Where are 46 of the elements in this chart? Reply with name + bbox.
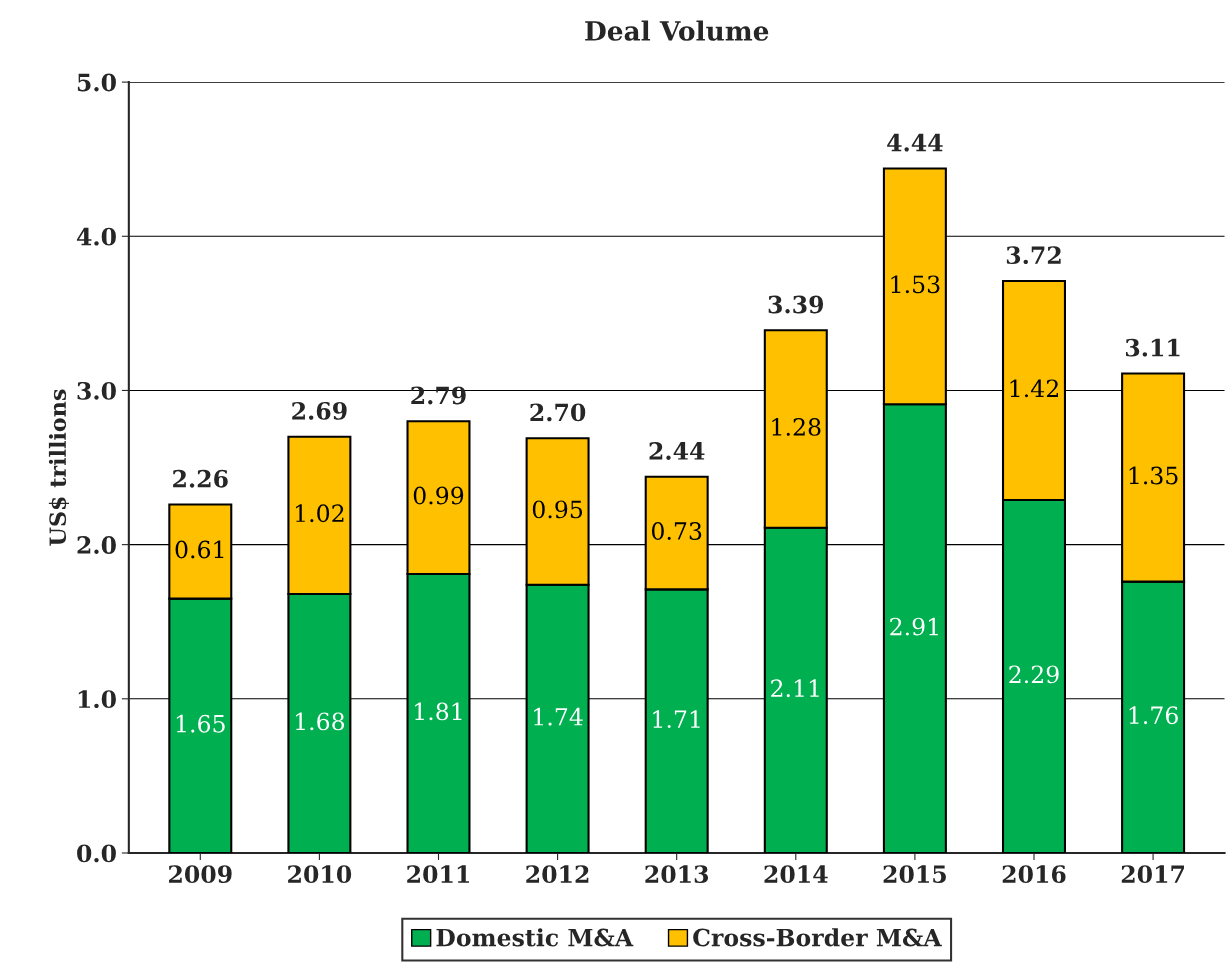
data-label: 0.73 — [651, 522, 702, 540]
data-label: 2.91 — [890, 617, 938, 636]
y-tick-label: 4.0 — [76, 227, 116, 246]
y-tick-label: 3.0 — [77, 381, 116, 400]
x-tick-label: 2015 — [883, 865, 946, 884]
y-tick-label: 5.0 — [77, 73, 116, 92]
total-label: 3.72 — [1006, 246, 1061, 265]
total-label: 2.69 — [292, 401, 347, 420]
total-label: 2.79 — [411, 386, 466, 405]
data-label: 1.71 — [653, 710, 700, 729]
data-label: 1.68 — [295, 712, 345, 731]
total-label: 2.70 — [530, 403, 586, 422]
y-axis-title: US$ trillions — [48, 389, 70, 546]
x-tick-label: 2014 — [764, 865, 828, 884]
data-label: 2.11 — [771, 679, 819, 698]
data-label: 0.61 — [175, 540, 224, 559]
data-label: 1.42 — [1010, 379, 1058, 398]
total-label: 2.44 — [649, 442, 705, 460]
data-label: 1.65 — [176, 714, 225, 733]
total-label: 3.11 — [1125, 338, 1180, 357]
data-label: 1.74 — [534, 707, 583, 726]
data-label: 1.35 — [1129, 466, 1178, 485]
x-tick-label: 2013 — [645, 865, 709, 884]
chart-title: Deal Volume — [585, 20, 769, 41]
y-tick-label: 2.0 — [77, 536, 116, 554]
x-tick-label: 2016 — [1002, 865, 1066, 884]
data-label: 2.29 — [1009, 665, 1059, 684]
data-label: 1.28 — [772, 417, 821, 436]
data-label: 1.02 — [295, 504, 344, 523]
y-tick-label: 1.0 — [78, 690, 116, 709]
total-label: 3.39 — [768, 295, 824, 314]
data-label: 0.95 — [532, 500, 583, 519]
x-tick-label: 2009 — [169, 865, 232, 884]
x-tick-label: 2012 — [526, 865, 589, 884]
y-tick-label: 0.0 — [77, 844, 116, 863]
data-label: 0.99 — [413, 486, 464, 505]
legend-label: Cross-Border M&A — [693, 928, 942, 947]
x-tick-label: 2017 — [1121, 865, 1184, 884]
total-label: 2.26 — [173, 469, 228, 488]
total-label: 4.44 — [887, 133, 943, 152]
legend-label: Domestic M&A — [436, 928, 634, 947]
data-label: 1.76 — [1129, 706, 1178, 725]
data-label: 1.81 — [415, 702, 462, 721]
x-tick-label: 2010 — [288, 865, 352, 884]
x-tick-label: 2011 — [407, 865, 469, 884]
data-label: 1.53 — [891, 275, 940, 294]
